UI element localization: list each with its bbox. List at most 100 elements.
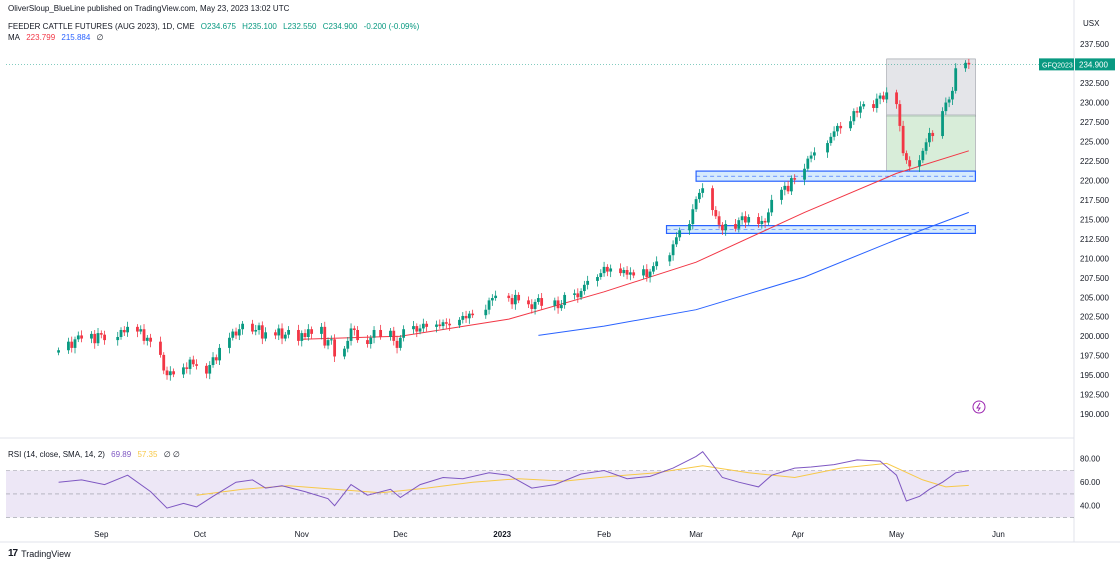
candle-body [599, 273, 603, 278]
price-tick-label: 207.500 [1080, 274, 1109, 283]
footer-brand: 17 TradingView [8, 548, 71, 559]
candle-body [441, 322, 445, 327]
candle-body [625, 270, 629, 275]
candle-body [435, 324, 438, 327]
candle-body [697, 192, 701, 200]
candle-body [941, 111, 944, 137]
candle-body [579, 291, 583, 298]
candle-body [812, 152, 816, 156]
candle-body [241, 323, 245, 330]
candle-body [122, 329, 126, 333]
ma-fast-value: 223.799 [26, 33, 56, 42]
candle-body [898, 104, 902, 126]
candle-body [645, 269, 649, 278]
candle-body [563, 294, 567, 306]
candle-body [395, 340, 399, 348]
candle-body [274, 332, 277, 336]
ma-label: MA [8, 33, 20, 42]
candle-body [214, 357, 218, 361]
time-tick-label: 2023 [493, 530, 511, 539]
candle-body [533, 301, 537, 309]
candle-body [191, 359, 195, 365]
candle-body [651, 266, 655, 272]
candle-body [76, 335, 80, 340]
candle-body [691, 209, 695, 225]
candle-body [882, 95, 885, 100]
rsi-extra-icons[interactable]: ∅ ∅ [163, 450, 180, 459]
candle-body [855, 111, 859, 113]
candle-body [418, 328, 422, 332]
candle-body [116, 336, 120, 341]
candle-body [448, 323, 452, 326]
candle-body [126, 326, 129, 333]
candle-body [237, 329, 241, 336]
candle-body [149, 337, 152, 342]
candle-body [688, 224, 691, 231]
symbol-tag-text: GFQ2023 [1042, 62, 1073, 69]
candle-body [878, 95, 882, 99]
price-tick-label: 210.000 [1080, 254, 1109, 263]
candles [57, 58, 971, 381]
ohlc-open: O234.675 [200, 22, 236, 31]
candle-body [789, 178, 793, 192]
candle-body [924, 142, 928, 151]
candle-body [234, 331, 238, 336]
candle-body [90, 333, 93, 339]
range-box-gray [886, 58, 976, 117]
candle-body [277, 328, 281, 336]
ma-slow-line [538, 211, 969, 336]
candle-body [103, 334, 106, 341]
lightning-bolt [976, 402, 981, 412]
candle-body [471, 313, 475, 316]
candle-body [642, 269, 645, 276]
candle-body [964, 62, 967, 69]
candle-body [208, 365, 212, 374]
rsi-tick-label: 60.00 [1080, 478, 1101, 487]
candle-body [576, 293, 580, 298]
candle-body [717, 216, 721, 225]
ohlc-low: L232.550 [283, 22, 317, 31]
candle-body [346, 340, 350, 349]
candle-body [622, 270, 626, 274]
candle-body [714, 210, 718, 217]
candle-body [283, 334, 287, 339]
candle-body [573, 293, 576, 295]
candle-body [829, 136, 833, 144]
candle-body [609, 268, 613, 272]
candle-body [668, 255, 672, 262]
candle-body [73, 339, 77, 348]
candle-body [490, 298, 494, 301]
candle-body [70, 341, 74, 348]
candle-body [323, 326, 327, 346]
brand-name: TradingView [21, 548, 71, 559]
candle-body [352, 328, 356, 330]
price-tick-label: 227.500 [1080, 118, 1109, 127]
candle-body [743, 216, 747, 223]
candle-body [951, 90, 954, 100]
candle-body [556, 300, 560, 309]
candle-body [602, 266, 606, 274]
candle-body [168, 371, 172, 376]
candle-body [231, 331, 235, 338]
ma-hidden-icon[interactable]: ∅ [96, 33, 104, 42]
ohlc-change: -0.200 (-0.09%) [363, 22, 420, 31]
time-tick-label: Sep [94, 530, 109, 539]
candle-body [875, 98, 879, 108]
candle-body [783, 185, 787, 190]
price-tick-label: 215.000 [1080, 215, 1109, 224]
candle-body [931, 132, 935, 137]
candle-body [119, 329, 123, 337]
candle-body [901, 125, 905, 154]
candle-body [464, 315, 468, 319]
candle-body [517, 294, 521, 301]
candle-body [487, 300, 491, 310]
candle-body [172, 371, 175, 375]
price-tick-label: 222.500 [1080, 157, 1109, 166]
candle-body [412, 326, 415, 330]
candle-body [507, 295, 511, 299]
candle-body [648, 271, 652, 278]
candle-body [300, 333, 304, 341]
candle-body [918, 160, 921, 167]
price-tick-label: 200.000 [1080, 332, 1109, 341]
price-tick-label: 212.500 [1080, 235, 1109, 244]
